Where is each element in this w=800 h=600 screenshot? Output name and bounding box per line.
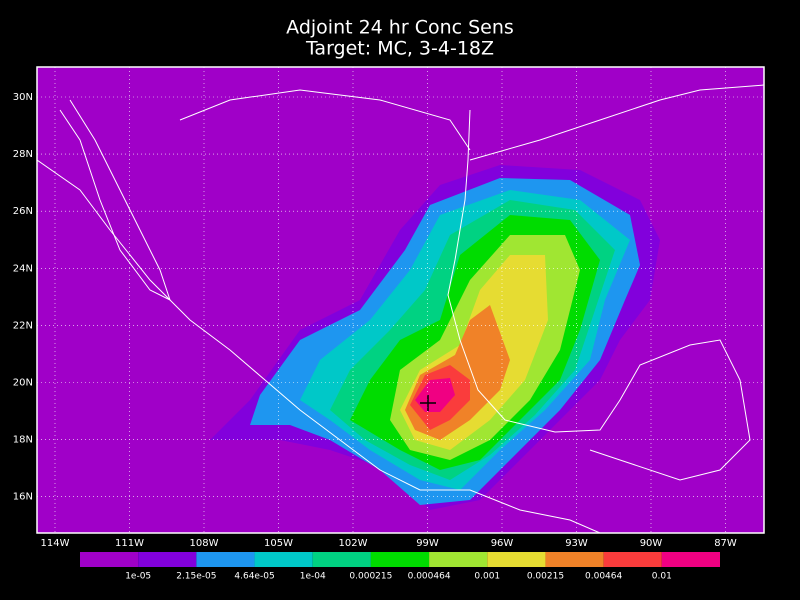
colorbar-label: 1e-04 xyxy=(300,572,326,582)
border xyxy=(179,89,471,151)
lat-label: 24N xyxy=(13,263,33,274)
lon-label: 93W xyxy=(565,538,588,549)
lon-label: 105W xyxy=(264,538,293,549)
colorbar-label: 0.00464 xyxy=(585,572,622,582)
colorbar-label: 1e-05 xyxy=(125,572,151,582)
lon-label: 90W xyxy=(640,538,663,549)
map-area xyxy=(37,67,764,533)
lat-label: 20N xyxy=(13,378,33,389)
lat-label: 22N xyxy=(13,320,33,331)
colorbar-label: 0.00215 xyxy=(527,572,564,582)
colorbar-swatch xyxy=(545,552,604,567)
lat-label: 30N xyxy=(13,92,33,103)
colorbar-label: 0.000464 xyxy=(408,572,451,582)
colorbar-swatch xyxy=(312,552,371,567)
map-frame xyxy=(36,66,765,534)
colorbar-label: 0.000215 xyxy=(349,572,392,582)
colorbar-swatch xyxy=(487,552,546,567)
coastline xyxy=(59,99,171,301)
lon-label: 108W xyxy=(190,538,219,549)
colorbar-label: 0.001 xyxy=(474,572,500,582)
colorbar-swatch xyxy=(80,552,139,567)
colorbar-label: 0.01 xyxy=(652,572,672,582)
colorbar-swatch xyxy=(138,552,197,567)
subtitle: Target: MC, 3-4-18Z xyxy=(305,38,494,60)
lon-label: 96W xyxy=(491,538,514,549)
coastline xyxy=(469,84,764,161)
lat-label: 18N xyxy=(13,435,33,446)
colorbar-swatch xyxy=(196,552,255,567)
colorbar-swatch xyxy=(429,552,488,567)
lon-label: 87W xyxy=(714,538,737,549)
lat-label: 26N xyxy=(13,206,33,217)
lat-label: 28N xyxy=(13,149,33,160)
colorbar-swatch xyxy=(254,552,313,567)
lon-label: 102W xyxy=(339,538,368,549)
colorbar-swatch xyxy=(603,552,662,567)
colorbar-label: 2.15e-05 xyxy=(176,572,216,582)
coastline xyxy=(447,109,751,481)
target-marker xyxy=(420,395,436,411)
coastline xyxy=(37,159,601,533)
lon-label: 99W xyxy=(416,538,439,549)
colorbar-swatch xyxy=(661,552,720,567)
lon-label: 114W xyxy=(41,538,70,549)
lat-label: 16N xyxy=(13,492,33,503)
colorbar-label: 4.64e-05 xyxy=(234,572,274,582)
title: Adjoint 24 hr Conc Sens xyxy=(286,17,514,39)
colorbar-swatch xyxy=(370,552,430,567)
lon-label: 111W xyxy=(115,538,144,549)
